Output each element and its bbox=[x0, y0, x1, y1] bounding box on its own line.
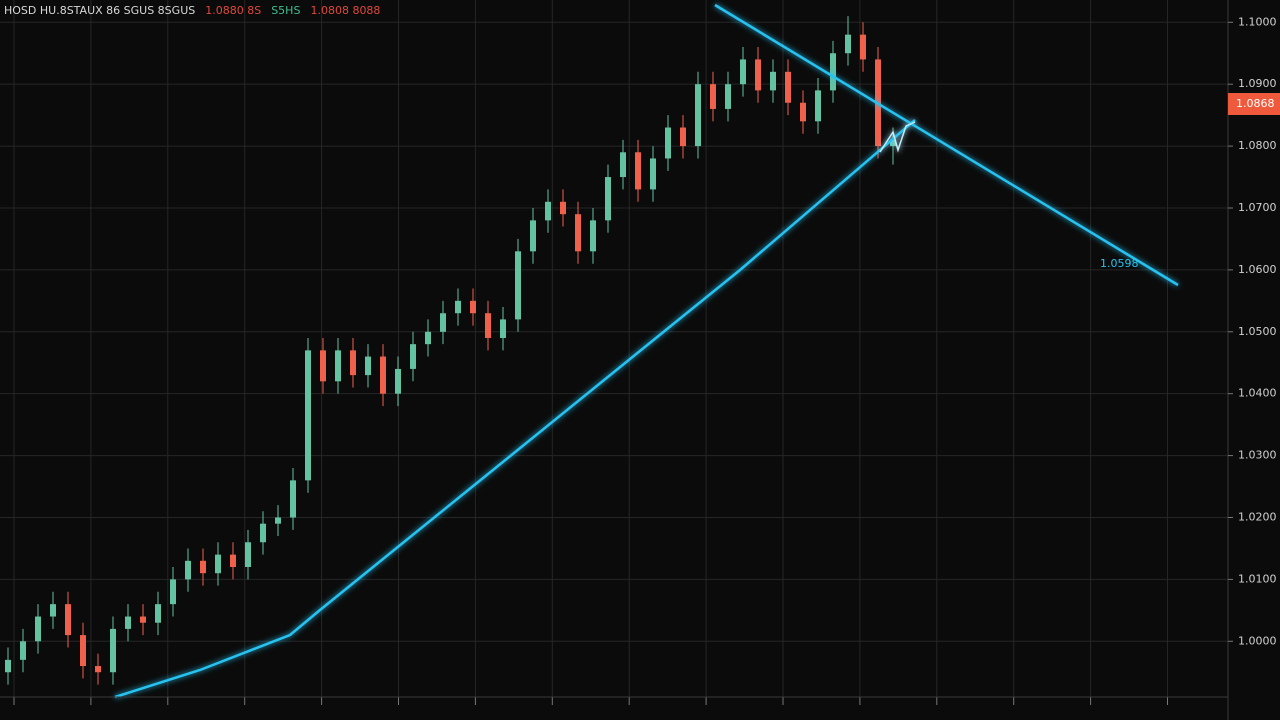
candle-body bbox=[155, 604, 161, 623]
candle-body bbox=[575, 214, 581, 252]
candles bbox=[5, 16, 896, 685]
candle-body bbox=[380, 356, 386, 394]
candle-body bbox=[560, 201, 566, 215]
y-tick-label: 1.0500 bbox=[1238, 325, 1277, 338]
candle-body bbox=[335, 350, 341, 382]
candle-body bbox=[125, 616, 131, 629]
candle-body bbox=[395, 368, 401, 394]
candle-body bbox=[215, 554, 221, 574]
candle-body bbox=[290, 480, 296, 518]
candle-body bbox=[845, 34, 851, 54]
candle-body bbox=[275, 517, 281, 524]
candle-body bbox=[140, 616, 146, 623]
y-tick-label: 1.1000 bbox=[1238, 15, 1277, 28]
header-text: HOSD HU.8STAUX 86 SGUS 8SGUS bbox=[4, 4, 195, 17]
candle-body bbox=[590, 220, 596, 252]
y-tick-label: 1.0700 bbox=[1238, 201, 1277, 214]
candle-body bbox=[605, 177, 611, 221]
candle-body bbox=[515, 251, 521, 320]
y-tick-label: 1.0200 bbox=[1238, 510, 1277, 523]
candle-body bbox=[170, 579, 176, 605]
y-tick-label: 1.0100 bbox=[1238, 572, 1277, 585]
candle-body bbox=[200, 560, 206, 574]
candle-body bbox=[665, 127, 671, 159]
y-tick-label: 1.0000 bbox=[1238, 634, 1277, 647]
level-label: 1.0598 bbox=[1100, 257, 1139, 270]
candle-body bbox=[425, 331, 431, 345]
header: HOSD HU.8STAUX 86 SGUS 8SGUS 1.0880 8S S5H… bbox=[4, 4, 380, 17]
candle-body bbox=[650, 158, 656, 190]
horizontal-grid bbox=[0, 21, 1228, 642]
header-text: 1.0880 8S bbox=[205, 4, 261, 17]
candle-body bbox=[230, 554, 236, 568]
descending-trend-line bbox=[714, 3, 1179, 287]
y-tick-label: 1.0800 bbox=[1238, 139, 1277, 152]
candle-body bbox=[680, 127, 686, 147]
candle-body bbox=[725, 84, 731, 109]
candle-body bbox=[470, 300, 476, 314]
candle-body bbox=[95, 666, 101, 673]
candle-body bbox=[770, 71, 776, 91]
candle-body bbox=[755, 59, 761, 91]
trend-touch bbox=[879, 121, 916, 153]
candle-body bbox=[710, 84, 716, 109]
candle-body bbox=[245, 542, 251, 568]
y-tick-label: 1.0300 bbox=[1238, 449, 1277, 462]
price-axis: 1.1000 1.0900 1.0800 1.0700 1.0600 1.0500 1.04… bbox=[1228, 15, 1280, 647]
y-tick-label: 1.0400 bbox=[1238, 387, 1277, 400]
candle-body bbox=[80, 635, 86, 667]
candle-body bbox=[485, 313, 491, 338]
candle-body bbox=[5, 659, 11, 673]
candle-body bbox=[800, 102, 806, 122]
vertical-grid bbox=[13, 0, 1168, 705]
candle-body bbox=[440, 313, 446, 332]
y-tick-label: 1.0900 bbox=[1238, 77, 1277, 90]
candle-body bbox=[545, 201, 551, 221]
candle-body bbox=[35, 616, 41, 642]
last-price-tag bbox=[1228, 92, 1280, 115]
candle-body bbox=[815, 90, 821, 122]
candle-body bbox=[860, 34, 866, 60]
candle-body bbox=[620, 152, 626, 178]
ascending-trend-line bbox=[114, 119, 916, 699]
trend-lines bbox=[114, 3, 1179, 699]
candle-body bbox=[20, 641, 26, 660]
candle-body bbox=[365, 356, 371, 376]
candle-body bbox=[635, 152, 641, 190]
candle-body bbox=[50, 604, 56, 617]
candle-body bbox=[455, 300, 461, 314]
candle-body bbox=[110, 628, 116, 673]
candle-body bbox=[530, 220, 536, 252]
candle-body bbox=[830, 53, 836, 91]
last-price-label: 1.0868 bbox=[1236, 97, 1275, 110]
candle-body bbox=[740, 59, 746, 85]
candle-body bbox=[350, 350, 356, 376]
candle-body bbox=[185, 560, 191, 580]
candle-body bbox=[320, 350, 326, 382]
candle-body bbox=[785, 71, 791, 103]
candle-body bbox=[890, 139, 896, 147]
header-text: S5HS bbox=[271, 4, 300, 17]
candle-body bbox=[260, 523, 266, 543]
level: 1.0598 bbox=[735, 257, 1228, 273]
candle-body bbox=[500, 319, 506, 338]
candle-body bbox=[65, 604, 71, 636]
y-tick-label: 1.0600 bbox=[1238, 263, 1277, 276]
header-text: 1.0808 8088 bbox=[310, 4, 380, 17]
candle-body bbox=[695, 84, 701, 147]
candle-body bbox=[410, 344, 416, 369]
candle-body bbox=[305, 350, 311, 481]
